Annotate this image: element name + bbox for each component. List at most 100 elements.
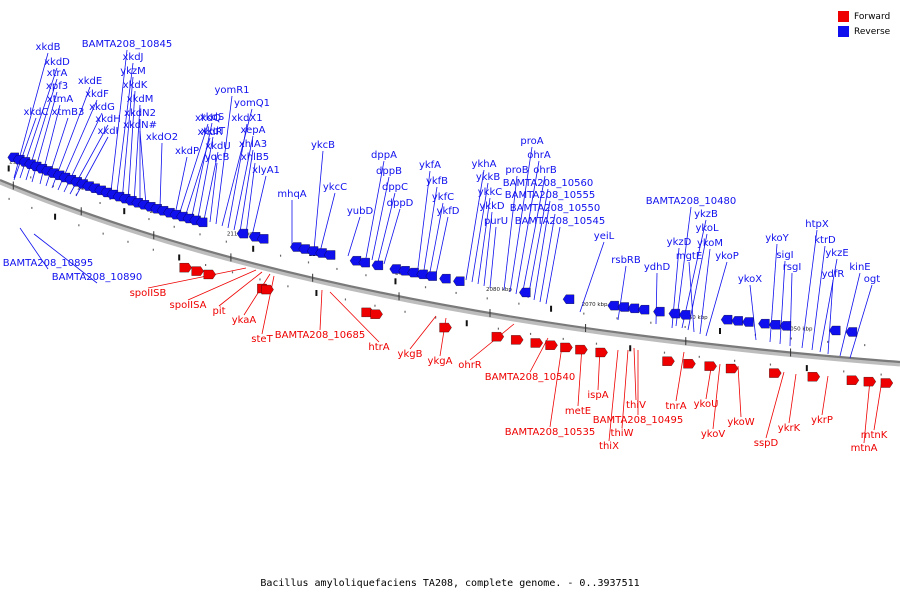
reverse-gene-label: ykkB bbox=[476, 172, 501, 183]
reverse-gene-label: ykoM bbox=[697, 238, 723, 249]
reverse-leader-line bbox=[687, 233, 708, 331]
reverse-gene-label: xkdH bbox=[95, 114, 121, 125]
forward-gene-arrow bbox=[560, 342, 573, 353]
forward-gene-arrow bbox=[595, 347, 608, 358]
forward-gene-label: ykoW bbox=[727, 417, 754, 428]
reverse-gene-arrow bbox=[349, 256, 362, 266]
reverse-leader-line bbox=[811, 245, 826, 351]
forward-leader-line bbox=[821, 375, 829, 416]
reverse-leader-line bbox=[19, 227, 49, 270]
reverse-leader-line bbox=[521, 175, 546, 297]
reverse-gene-arrow bbox=[425, 271, 437, 281]
kbp-tick-label: 2080 kbp bbox=[486, 287, 512, 293]
reverse-leader-line bbox=[688, 261, 695, 333]
genome-backbone bbox=[0, 178, 900, 367]
reverse-gene-arrow bbox=[371, 260, 384, 271]
reverse-leader-line bbox=[429, 202, 444, 273]
reverse-leader-line bbox=[819, 258, 838, 353]
reverse-gene-label: ykzB bbox=[694, 209, 718, 220]
reverse-gene-label: xhlB5 bbox=[241, 152, 269, 163]
forward-gene-arrow bbox=[769, 368, 782, 378]
forward-gene-arrow bbox=[511, 335, 524, 345]
reverse-gene-arrow bbox=[679, 310, 691, 320]
forward-gene-label: ykgB bbox=[398, 349, 423, 360]
forward-gene-arrow bbox=[807, 372, 821, 382]
forward-leader-line bbox=[621, 349, 629, 429]
forward-gene-label: thiX bbox=[599, 441, 619, 452]
forward-gene-label: htrA bbox=[368, 342, 389, 353]
reverse-gene-label: xkdS bbox=[200, 112, 224, 123]
forward-gene-label: ykrK bbox=[778, 423, 801, 434]
forward-gene-arrow bbox=[880, 378, 894, 388]
forward-gene-label: BAMTA208_10685 bbox=[275, 330, 365, 341]
reverse-leader-line bbox=[33, 233, 98, 284]
reverse-gene-arrow bbox=[439, 274, 451, 284]
reverse-gene-label: xkdN2 bbox=[124, 108, 156, 119]
reverse-gene-label: xkdX1 bbox=[231, 113, 262, 124]
forward-gene-arrow bbox=[545, 340, 558, 350]
forward-gene-label: BAMTA208_10540 bbox=[485, 372, 575, 383]
legend-forward: Forward bbox=[838, 9, 890, 24]
backbone-line bbox=[0, 178, 900, 364]
forward-gene-label: mtnK bbox=[861, 430, 888, 441]
forward-gene-label: BAMTA208_10535 bbox=[505, 427, 595, 438]
reverse-gene-label: dppA bbox=[371, 150, 397, 161]
reverse-leader-line bbox=[13, 117, 37, 181]
forward-leader-line bbox=[788, 373, 797, 424]
reverse-gene-label: xlyA1 bbox=[252, 165, 280, 176]
reverse-gene-label: xhlA3 bbox=[239, 139, 267, 150]
reverse-leader-line bbox=[527, 188, 549, 299]
reverse-gene-label: ktrD bbox=[814, 235, 836, 246]
forward-gene-label: tnrA bbox=[665, 401, 686, 412]
reverse-gene-label: BAMTA208_10480 bbox=[646, 196, 736, 207]
reverse-gene-label: ykoL bbox=[695, 223, 718, 234]
reverse-gene-arrow bbox=[257, 234, 269, 244]
reverse-gene-label: xkdT bbox=[201, 126, 226, 137]
reverse-leader-line bbox=[779, 260, 786, 345]
forward-leader-line bbox=[873, 379, 883, 431]
forward-gene-arrow bbox=[439, 322, 452, 333]
reverse-gene-label: xkdN# bbox=[123, 120, 157, 131]
forward-leader-lines bbox=[147, 267, 883, 444]
reverse-gene-arrow bbox=[845, 327, 858, 337]
reverse-leader-line bbox=[515, 160, 540, 295]
reverse-leader-line bbox=[579, 241, 605, 313]
reverse-leader-line bbox=[465, 169, 485, 281]
reverse-leader-line bbox=[313, 150, 324, 251]
forward-swatch bbox=[838, 11, 849, 22]
forward-leader-line bbox=[712, 363, 721, 430]
reverse-gene-arrow bbox=[236, 228, 249, 239]
reverse-leader-line bbox=[347, 216, 361, 257]
reverse-gene-arrow bbox=[389, 264, 401, 274]
reverse-gene-label: mhqA bbox=[277, 189, 306, 200]
reverse-leader-line bbox=[705, 261, 728, 337]
forward-gene-label: thiV bbox=[626, 400, 646, 411]
legend-reverse: Reverse bbox=[838, 24, 890, 39]
reverse-gene-arrow bbox=[519, 287, 531, 298]
reverse-gene-label: ykhA bbox=[472, 159, 497, 170]
forward-leader-line bbox=[469, 323, 515, 361]
reverse-gene-label: ykoP bbox=[715, 251, 739, 262]
forward-gene-arrow bbox=[179, 263, 192, 273]
reverse-leader-line bbox=[121, 76, 134, 202]
reverse-leader-line bbox=[191, 122, 213, 217]
reverse-gene-label: ykfA bbox=[419, 160, 441, 171]
forward-leader-line bbox=[633, 347, 637, 401]
forward-leader-line bbox=[608, 349, 619, 442]
reverse-leader-line bbox=[471, 182, 489, 283]
reverse-gene-label: BAMTA208_10550 bbox=[510, 203, 600, 214]
reverse-gene-label: dppD bbox=[387, 198, 414, 209]
reverse-gene-arrow bbox=[769, 320, 781, 330]
forward-gene-arrow bbox=[491, 332, 505, 342]
reverse-gene-label: ydhD bbox=[644, 262, 671, 273]
legend-reverse-label: Reverse bbox=[854, 26, 891, 37]
reverse-leader-line bbox=[477, 197, 491, 285]
reverse-gene-label: BAMTA208_10545 bbox=[515, 216, 605, 227]
kbp-tick-label: 2060 kbp bbox=[682, 315, 708, 321]
reverse-leader-line bbox=[233, 135, 254, 231]
forward-gene-label: spoIISA bbox=[170, 300, 207, 311]
reverse-gene-label: xkdE bbox=[78, 76, 102, 87]
reverse-gene-label: ykzE bbox=[825, 248, 848, 259]
reverse-leader-line bbox=[545, 226, 561, 305]
